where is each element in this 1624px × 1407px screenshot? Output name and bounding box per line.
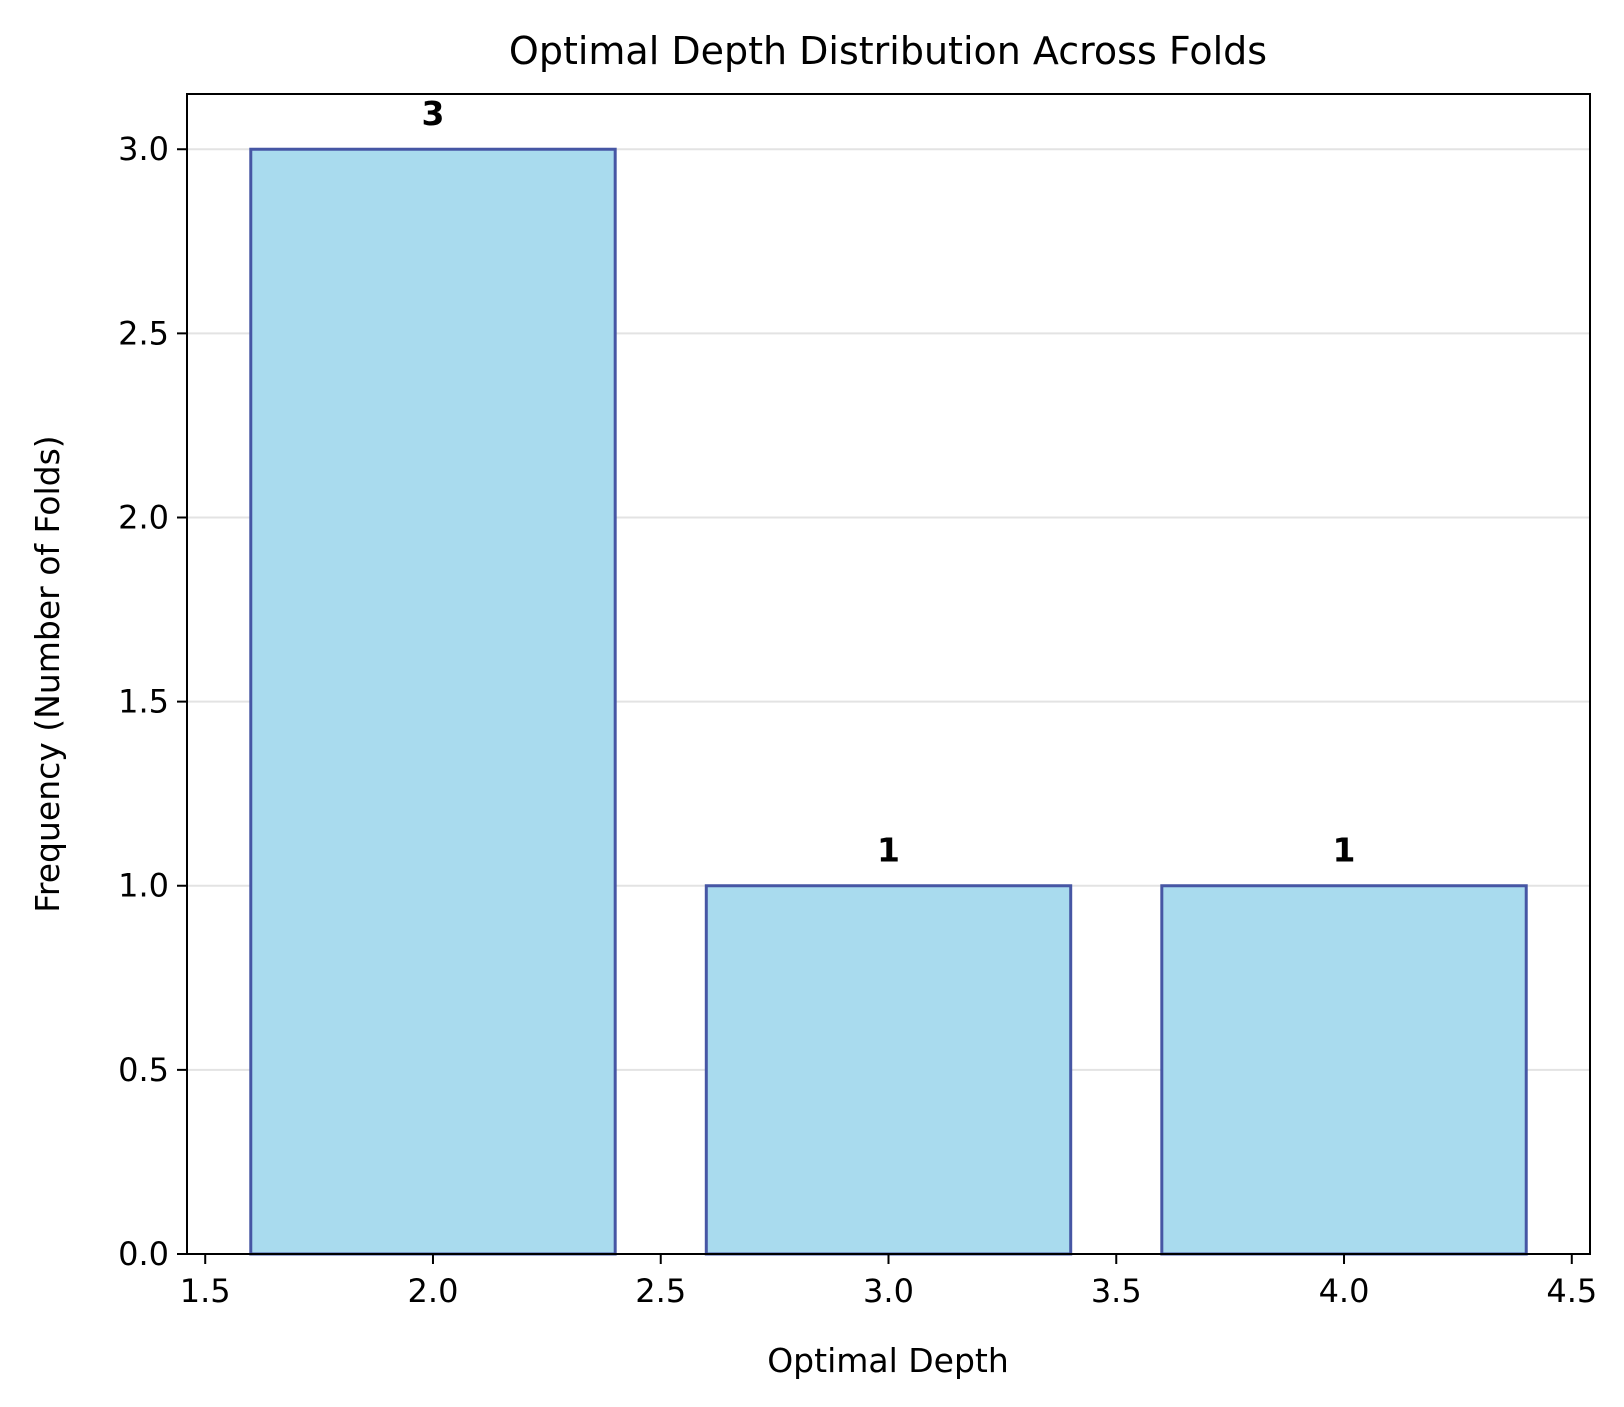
y-tick-label-5: 2.5: [118, 314, 169, 352]
data-label-2: 1: [1333, 831, 1356, 870]
bar-1: [704, 884, 1073, 1256]
data-label-0: 3: [421, 94, 444, 133]
ticks: 1.5 2.0 2.5 3.0 3.5 4.0 4.5 0.0 0.5 1.0 1.5 2.0 2.5 3…: [118, 130, 1597, 1310]
y-tick-label-0: 0.0: [118, 1235, 169, 1273]
y-tick-label-1: 0.5: [118, 1051, 169, 1089]
x-tick-label-0: 1.5: [180, 1272, 231, 1310]
x-tick-label-3: 3.0: [863, 1272, 914, 1310]
y-tick-label-3: 1.5: [118, 683, 169, 721]
x-tick-label-1: 2.0: [408, 1272, 459, 1310]
y-tick-label-4: 2.0: [118, 498, 169, 536]
x-tick-label-6: 4.5: [1546, 1272, 1597, 1310]
y-tick-label-2: 1.0: [118, 867, 169, 905]
y-axis-label: Frequency (Number of Folds): [28, 435, 67, 912]
x-tick-label-5: 4.0: [1319, 1272, 1370, 1310]
chart-title: Optimal Depth Distribution Across Folds: [509, 29, 1267, 73]
x-tick-label-2: 2.5: [635, 1272, 686, 1310]
y-tick-label-6: 3.0: [118, 130, 169, 168]
x-tick-label-4: 3.5: [1091, 1272, 1142, 1310]
data-labels: 3 1 1: [421, 94, 1355, 870]
bar-0: [249, 147, 617, 1256]
bar-2: [1160, 884, 1528, 1256]
data-label-1: 1: [877, 831, 900, 870]
x-axis-label: Optimal Depth: [767, 1341, 1009, 1380]
